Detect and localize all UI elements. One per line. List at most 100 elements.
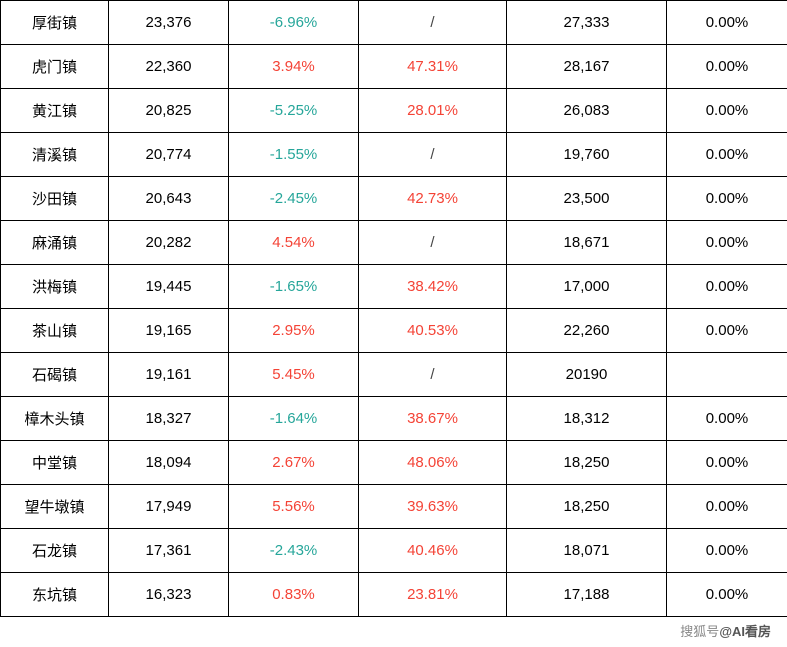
cell-value-1: 19,165 [109,309,229,353]
cell-pct-1: 2.67% [229,441,359,485]
cell-pct-3: 0.00% [667,397,787,441]
cell-pct-2: 23.81% [359,573,507,617]
cell-pct-3: 0.00% [667,441,787,485]
cell-value-2: 18,312 [507,397,667,441]
cell-value-2: 18,250 [507,485,667,529]
cell-pct-1: 5.45% [229,353,359,397]
table-row: 厚街镇23,376-6.96%/27,3330.00% [1,1,787,45]
cell-value-1: 17,361 [109,529,229,573]
cell-pct-1: 0.83% [229,573,359,617]
cell-pct-1: 2.95% [229,309,359,353]
table-row: 沙田镇20,643-2.45%42.73%23,5000.00% [1,177,787,221]
cell-value-1: 18,327 [109,397,229,441]
cell-value-1: 17,949 [109,485,229,529]
table-row: 清溪镇20,774-1.55%/19,7600.00% [1,133,787,177]
cell-value-1: 20,282 [109,221,229,265]
cell-value-2: 17,188 [507,573,667,617]
cell-pct-1: -5.25% [229,89,359,133]
cell-name: 中堂镇 [1,441,109,485]
cell-value-2: 22,260 [507,309,667,353]
cell-pct-1: 4.54% [229,221,359,265]
cell-value-2: 19,760 [507,133,667,177]
cell-pct-3: 0.00% [667,221,787,265]
table-row: 中堂镇18,0942.67%48.06%18,2500.00% [1,441,787,485]
cell-name: 清溪镇 [1,133,109,177]
cell-pct-1: -1.64% [229,397,359,441]
cell-value-1: 22,360 [109,45,229,89]
cell-value-1: 20,774 [109,133,229,177]
cell-value-1: 18,094 [109,441,229,485]
data-table: 厚街镇23,376-6.96%/27,3330.00%虎门镇22,3603.94… [0,0,787,617]
cell-pct-3: 0.00% [667,177,787,221]
cell-name: 樟木头镇 [1,397,109,441]
cell-value-2: 27,333 [507,1,667,45]
cell-name: 虎门镇 [1,45,109,89]
cell-pct-3: 0.00% [667,573,787,617]
cell-pct-1: -2.43% [229,529,359,573]
cell-value-2: 28,167 [507,45,667,89]
cell-pct-3: 0.00% [667,485,787,529]
cell-pct-3: 0.00% [667,89,787,133]
table-row: 茶山镇19,1652.95%40.53%22,2600.00% [1,309,787,353]
cell-pct-3: 0.00% [667,45,787,89]
cell-name: 石龙镇 [1,529,109,573]
table-row: 麻涌镇20,2824.54%/18,6710.00% [1,221,787,265]
cell-value-2: 18,071 [507,529,667,573]
cell-value-2: 18,671 [507,221,667,265]
cell-value-1: 23,376 [109,1,229,45]
cell-pct-2: / [359,1,507,45]
table-row: 望牛墩镇17,9495.56%39.63%18,2500.00% [1,485,787,529]
cell-name: 黄江镇 [1,89,109,133]
cell-name: 东坑镇 [1,573,109,617]
cell-pct-2: 39.63% [359,485,507,529]
cell-pct-2: 47.31% [359,45,507,89]
cell-name: 厚街镇 [1,1,109,45]
cell-pct-1: -6.96% [229,1,359,45]
cell-pct-1: 5.56% [229,485,359,529]
cell-value-2: 20190 [507,353,667,397]
cell-value-1: 19,445 [109,265,229,309]
watermark: 搜狐号@AI看房 [676,620,775,641]
cell-value-2: 18,250 [507,441,667,485]
watermark-prefix: 搜狐号 [680,624,719,639]
table-row: 樟木头镇18,327-1.64%38.67%18,3120.00% [1,397,787,441]
data-table-container: 厚街镇23,376-6.96%/27,3330.00%虎门镇22,3603.94… [0,0,787,617]
cell-pct-2: / [359,353,507,397]
cell-pct-2: 38.67% [359,397,507,441]
table-row: 石龙镇17,361-2.43%40.46%18,0710.00% [1,529,787,573]
cell-pct-2: 28.01% [359,89,507,133]
table-row: 石碣镇19,1615.45%/20190 [1,353,787,397]
cell-pct-3: 0.00% [667,1,787,45]
cell-pct-1: -1.55% [229,133,359,177]
cell-pct-3: 0.00% [667,529,787,573]
cell-name: 洪梅镇 [1,265,109,309]
cell-name: 望牛墩镇 [1,485,109,529]
cell-pct-2: 38.42% [359,265,507,309]
cell-value-1: 20,643 [109,177,229,221]
cell-name: 沙田镇 [1,177,109,221]
cell-value-1: 16,323 [109,573,229,617]
cell-value-1: 20,825 [109,89,229,133]
cell-pct-1: -2.45% [229,177,359,221]
cell-pct-2: 42.73% [359,177,507,221]
cell-name: 茶山镇 [1,309,109,353]
cell-value-2: 26,083 [507,89,667,133]
cell-pct-3: 0.00% [667,309,787,353]
cell-pct-3: 0.00% [667,265,787,309]
cell-pct-2: 40.46% [359,529,507,573]
table-row: 东坑镇16,3230.83%23.81%17,1880.00% [1,573,787,617]
cell-pct-2: / [359,221,507,265]
cell-name: 石碣镇 [1,353,109,397]
cell-pct-1: -1.65% [229,265,359,309]
cell-value-2: 17,000 [507,265,667,309]
cell-pct-3 [667,353,787,397]
cell-pct-1: 3.94% [229,45,359,89]
cell-pct-2: 48.06% [359,441,507,485]
table-row: 黄江镇20,825-5.25%28.01%26,0830.00% [1,89,787,133]
cell-pct-2: / [359,133,507,177]
cell-pct-3: 0.00% [667,133,787,177]
table-row: 洪梅镇19,445-1.65%38.42%17,0000.00% [1,265,787,309]
cell-value-1: 19,161 [109,353,229,397]
table-row: 虎门镇22,3603.94%47.31%28,1670.00% [1,45,787,89]
cell-value-2: 23,500 [507,177,667,221]
